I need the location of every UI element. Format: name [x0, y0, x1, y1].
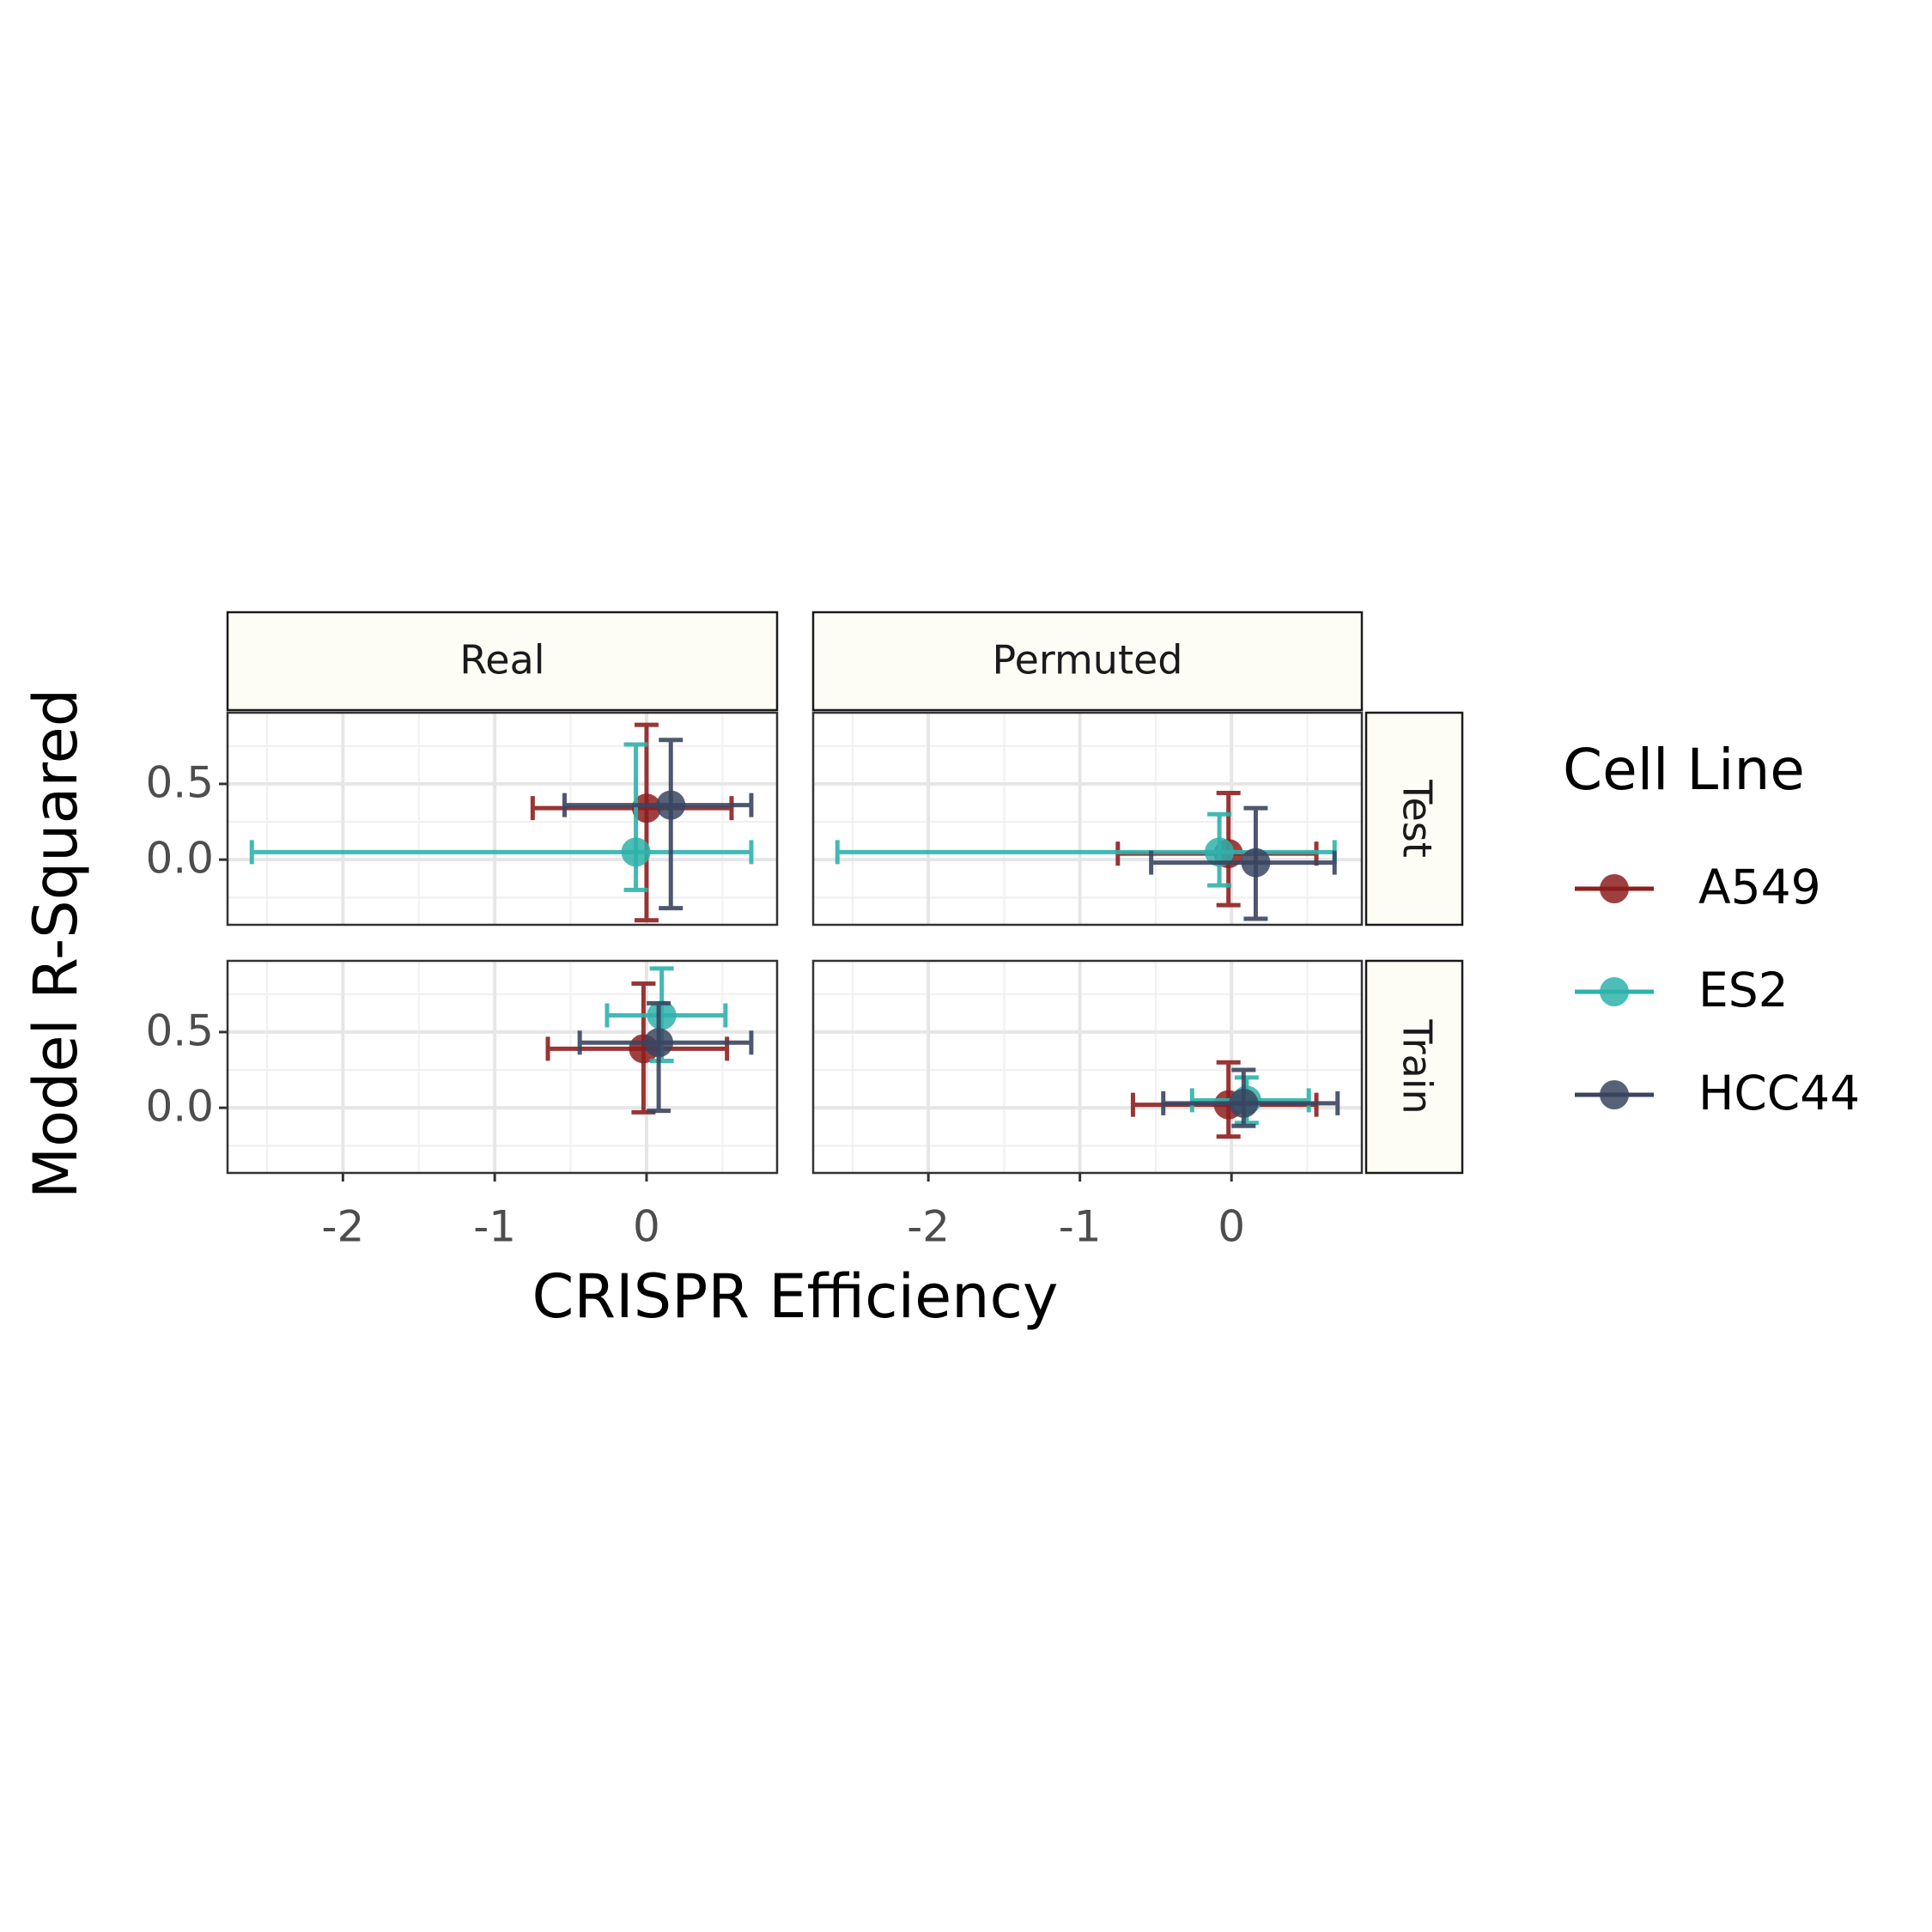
legend-key-point — [1600, 977, 1629, 1006]
panel-background — [813, 713, 1362, 925]
panel-border — [226, 959, 779, 1175]
strip — [1364, 959, 1464, 1175]
x-tick-label: -2 — [321, 1202, 364, 1252]
panel — [811, 959, 1364, 1175]
legend-key-point — [1600, 1080, 1629, 1109]
strip — [1364, 711, 1464, 927]
y-tick-label: 0.0 — [145, 834, 214, 884]
y-tick-label: 0.0 — [145, 1082, 214, 1132]
y-tick-label: 0.5 — [145, 1005, 214, 1055]
panel — [811, 711, 1364, 927]
x-tick-label: 0 — [1218, 1202, 1245, 1252]
x-tick-label: -1 — [473, 1202, 516, 1252]
column-strip-label: Permuted — [992, 637, 1182, 683]
legend-label: A549 — [1698, 860, 1821, 914]
point — [1241, 848, 1271, 878]
x-tick-label: -2 — [907, 1202, 950, 1252]
panel — [226, 959, 779, 1175]
legend-title: Cell Line — [1563, 737, 1805, 803]
panel-background — [813, 961, 1362, 1173]
y-tick-label: 0.5 — [145, 757, 214, 807]
row-strip-label: Train — [1394, 1018, 1441, 1114]
point — [1205, 837, 1235, 867]
strip — [811, 611, 1364, 712]
point — [656, 790, 686, 820]
column-strip-label: Real — [459, 637, 544, 683]
point — [647, 1000, 677, 1030]
point — [631, 793, 661, 823]
legend-label: ES2 — [1698, 963, 1789, 1018]
y-error-bar — [659, 738, 683, 911]
panel — [226, 711, 779, 927]
legend-key-point — [1600, 874, 1629, 903]
x-tick-label: 0 — [633, 1202, 660, 1252]
x-axis-title: CRISPR Efficiency — [532, 1261, 1059, 1332]
panel-border — [226, 711, 779, 927]
row-strip-label: Test — [1394, 779, 1441, 858]
strip — [226, 611, 779, 712]
panel-border — [811, 959, 1364, 1175]
x-error-bar — [249, 840, 754, 865]
point — [644, 1028, 674, 1058]
x-tick-label: -1 — [1059, 1202, 1102, 1252]
panel-background — [228, 713, 777, 925]
panel-background — [228, 961, 777, 1173]
y-axis-title: Model R-Squared — [21, 689, 91, 1199]
panel-border — [811, 711, 1364, 927]
legend-label: HCC44 — [1698, 1066, 1860, 1121]
point — [1229, 1088, 1259, 1118]
point — [621, 837, 651, 867]
